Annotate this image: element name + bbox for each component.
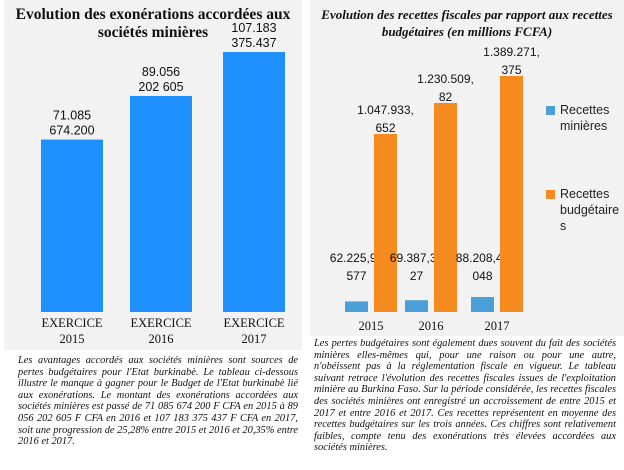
recettes-minieres-value-label-1: 62.225,94 577 bbox=[330, 251, 384, 283]
recettes-budgetaires-value-label-1: 1.047.933, 652 bbox=[357, 103, 414, 135]
exoneration-bar-1 bbox=[41, 139, 103, 312]
legend-label: Recettes minières bbox=[560, 103, 610, 133]
recettes-minieres-bar-1 bbox=[345, 301, 368, 312]
right-panel: Evolution des recettes fiscales par rapp… bbox=[306, 0, 624, 470]
exonerations-chart: Evolution des exonérations accordées aux… bbox=[4, 0, 302, 350]
exoneration-category-label-1: EXERCICE 2015 bbox=[41, 316, 102, 346]
exoneration-bar-3 bbox=[223, 52, 285, 312]
recettes-minieres-bar-2 bbox=[405, 300, 428, 312]
legend-swatch bbox=[546, 106, 555, 115]
exonerations-paragraph: Les avantages accordés aux sociétés mini… bbox=[18, 355, 298, 448]
exoneration-value-label-2: 89.056 202 605 bbox=[138, 65, 183, 94]
recettes-chart: Evolution des recettes fiscales par rapp… bbox=[310, 0, 624, 336]
recettes-chart-plot: 62.225,94 577 1.047.933, 652 2015 69.387,32 27… bbox=[330, 45, 540, 333]
exoneration-value-label-3: 107.183 375.437 bbox=[231, 21, 276, 50]
recettes-budgetaires-bar-2 bbox=[434, 102, 457, 313]
recettes-category-label-1: 2015 bbox=[359, 319, 384, 333]
exoneration-value-label-1: 71.085 674.200 bbox=[49, 109, 94, 138]
exonerations-chart-title: Evolution des exonérations accordées aux… bbox=[15, 6, 291, 41]
exoneration-bar-2 bbox=[130, 95, 192, 312]
recettes-chart-title: Evolution des recettes fiscales par rapp… bbox=[321, 7, 613, 39]
recettes-budgetaires-value-label-3: 1.389.271, 375 bbox=[483, 45, 540, 77]
recettes-category-label-2: 2016 bbox=[419, 319, 444, 333]
exoneration-category-label-3: EXERCICE 2017 bbox=[223, 316, 284, 346]
legend-swatch bbox=[546, 190, 555, 199]
recettes-budgetaires-bar-3 bbox=[500, 76, 523, 312]
exonerations-chart-plot: 71.085 674.200 EXERCICE 2015 89.056 202 605 EX… bbox=[41, 21, 285, 346]
recettes-minieres-bar-3 bbox=[471, 297, 494, 312]
legend-label: Recettes budgétaire s bbox=[560, 187, 620, 233]
recettes-category-label-3: 2017 bbox=[485, 319, 510, 333]
exoneration-category-label-2: EXERCICE 2016 bbox=[130, 316, 191, 346]
recettes-paragraph: Les pertes budgétaires sont également du… bbox=[314, 338, 616, 454]
left-panel: Evolution des exonérations accordées aux… bbox=[0, 0, 306, 470]
recettes-budgetaires-bar-1 bbox=[374, 133, 397, 312]
recettes-minieres-value-label-2: 69.387,32 27 bbox=[390, 251, 444, 283]
recettes-minieres-value-label-3: 88.208,43 048 bbox=[456, 251, 510, 283]
recettes-budgetaires-value-label-2: 1.230.509, 82 bbox=[417, 72, 474, 104]
